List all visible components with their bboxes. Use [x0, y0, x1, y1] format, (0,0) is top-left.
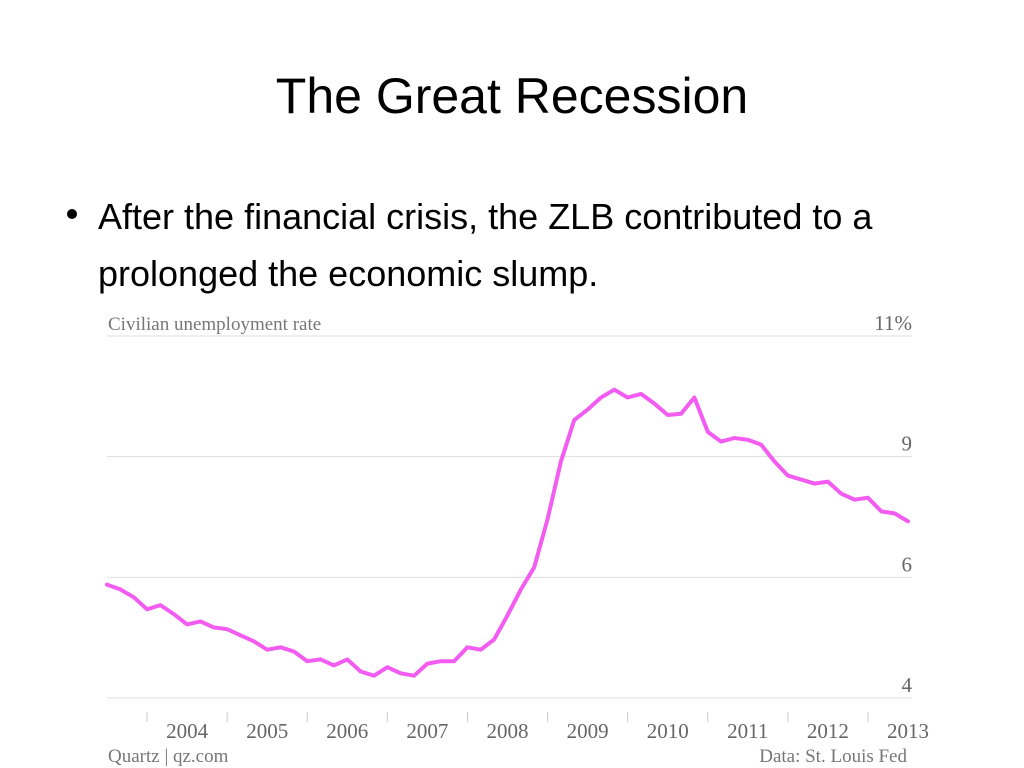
y-tick-label: 9: [902, 432, 913, 456]
x-tick-label: 2005: [246, 719, 288, 743]
bullet-box: After the financial crisis, the ZLB cont…: [98, 196, 873, 294]
bullet-dot: [67, 209, 77, 219]
source-left: Quartz | qz.com: [108, 746, 229, 767]
x-tick-label: 2009: [567, 719, 609, 743]
x-tick-label: 2006: [326, 719, 368, 743]
x-tick-label: 2004: [166, 719, 209, 743]
x-tick-label: 2010: [647, 719, 689, 743]
x-tick-label: 2011: [727, 719, 768, 743]
source-right: Data: St. Louis Fed: [759, 746, 907, 767]
bullet-text: After the financial crisis, the ZLB cont…: [98, 196, 873, 294]
x-tick-label: 2013: [887, 719, 929, 743]
slide-title: The Great Recession: [276, 68, 748, 124]
y-tick-label: 11%: [874, 311, 912, 335]
line-series: [105, 387, 910, 678]
x-tick-label: 2007: [406, 719, 448, 743]
y-tick-label: 6: [902, 552, 913, 576]
y-tick-label: 4: [902, 673, 913, 697]
chart-title: Civilian unemployment rate: [108, 314, 321, 335]
x-tick-label: 2012: [807, 719, 849, 743]
x-tick-label: 2008: [487, 719, 529, 743]
